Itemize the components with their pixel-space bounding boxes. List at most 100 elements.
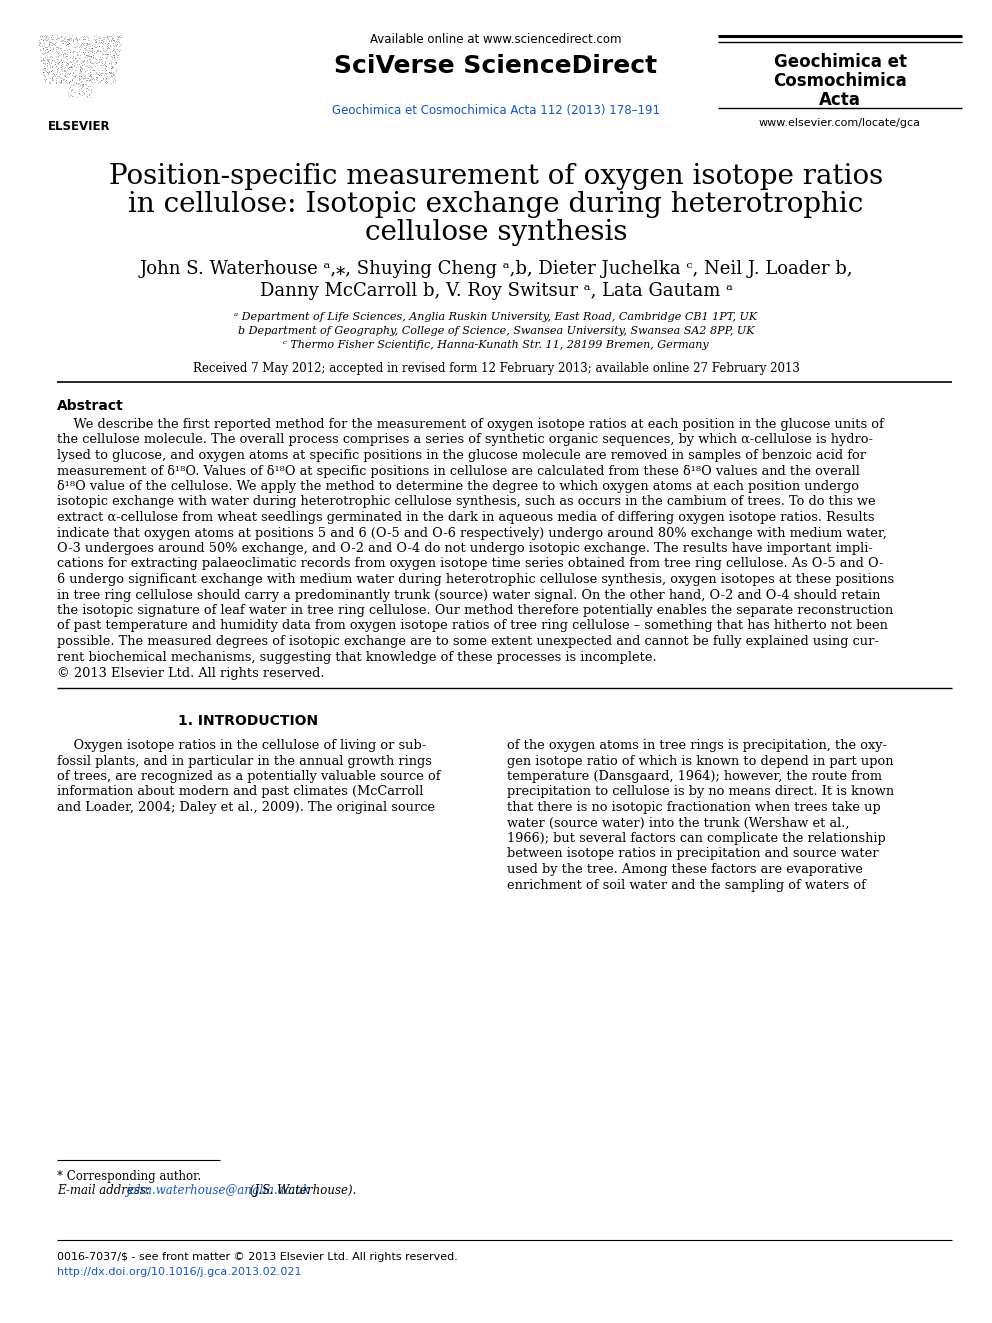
Point — [95, 28, 111, 49]
Point — [69, 50, 85, 71]
Text: http://dx.doi.org/10.1016/j.gca.2013.02.021: http://dx.doi.org/10.1016/j.gca.2013.02.… — [57, 1267, 302, 1277]
Point — [31, 34, 47, 56]
Point — [60, 40, 75, 61]
Point — [50, 53, 65, 74]
Point — [60, 53, 75, 74]
Text: Abstract: Abstract — [57, 400, 124, 413]
Point — [96, 28, 112, 49]
Point — [94, 50, 110, 71]
Point — [50, 61, 65, 82]
Point — [81, 70, 97, 91]
Point — [112, 25, 128, 46]
Point — [69, 53, 85, 74]
Point — [32, 26, 48, 48]
Point — [103, 65, 119, 86]
Point — [61, 77, 76, 98]
Point — [44, 46, 60, 67]
Point — [93, 70, 109, 91]
Point — [45, 67, 61, 89]
Point — [62, 83, 78, 105]
Point — [71, 82, 87, 103]
Point — [87, 33, 103, 54]
Point — [80, 37, 96, 58]
Point — [79, 34, 95, 56]
Point — [33, 28, 49, 49]
Point — [95, 44, 111, 65]
Point — [38, 44, 54, 65]
Point — [108, 36, 124, 57]
Point — [53, 67, 68, 89]
Point — [39, 41, 55, 62]
Point — [106, 48, 122, 69]
Point — [84, 42, 100, 64]
Text: of the oxygen atoms in tree rings is precipitation, the oxy-: of the oxygen atoms in tree rings is pre… — [507, 740, 887, 751]
Point — [94, 52, 110, 73]
Point — [97, 70, 113, 91]
Point — [73, 66, 89, 87]
Point — [109, 33, 125, 54]
Point — [59, 70, 74, 91]
Point — [72, 77, 88, 98]
Point — [52, 64, 67, 85]
Point — [79, 52, 95, 73]
Point — [61, 71, 76, 93]
Point — [108, 30, 124, 52]
Point — [73, 74, 89, 95]
Point — [80, 45, 96, 66]
Point — [102, 62, 118, 83]
Point — [49, 26, 64, 48]
Point — [94, 46, 110, 67]
Point — [78, 38, 94, 60]
Text: and Loader, 2004; Daley et al., 2009). The original source: and Loader, 2004; Daley et al., 2009). T… — [57, 800, 435, 814]
Point — [109, 32, 125, 53]
Point — [75, 29, 91, 50]
Point — [104, 28, 120, 49]
Point — [110, 44, 126, 65]
Point — [69, 86, 85, 107]
Point — [105, 62, 121, 83]
Point — [74, 50, 90, 71]
Point — [93, 32, 109, 53]
Point — [64, 69, 80, 90]
Point — [41, 30, 57, 52]
Point — [85, 67, 101, 89]
Point — [76, 42, 92, 64]
Point — [97, 64, 113, 85]
Point — [78, 33, 94, 54]
Point — [110, 26, 126, 48]
Point — [70, 73, 86, 94]
Point — [88, 25, 104, 46]
Point — [31, 29, 47, 50]
Point — [62, 28, 78, 49]
Point — [75, 37, 91, 58]
Point — [82, 40, 98, 61]
Point — [41, 61, 57, 82]
Point — [108, 58, 124, 79]
Point — [76, 58, 92, 79]
Point — [80, 79, 96, 101]
Point — [79, 79, 95, 101]
Point — [95, 54, 111, 75]
Point — [57, 65, 72, 86]
Point — [54, 61, 69, 82]
Point — [83, 53, 99, 74]
Point — [83, 64, 99, 85]
Point — [68, 73, 84, 94]
Point — [97, 41, 113, 62]
Point — [105, 70, 121, 91]
Text: Oxygen isotope ratios in the cellulose of living or sub-: Oxygen isotope ratios in the cellulose o… — [57, 740, 427, 751]
Point — [111, 36, 127, 57]
Point — [61, 32, 76, 53]
Point — [108, 44, 124, 65]
Point — [91, 25, 107, 46]
Point — [51, 42, 66, 64]
Point — [45, 41, 61, 62]
Point — [65, 65, 81, 86]
Point — [71, 82, 87, 103]
Point — [62, 77, 78, 98]
Point — [98, 67, 114, 89]
Point — [77, 38, 93, 60]
Text: δ¹⁸O value of the cellulose. We apply the method to determine the degree to whic: δ¹⁸O value of the cellulose. We apply th… — [57, 480, 859, 493]
Point — [60, 33, 75, 54]
Point — [41, 49, 57, 70]
